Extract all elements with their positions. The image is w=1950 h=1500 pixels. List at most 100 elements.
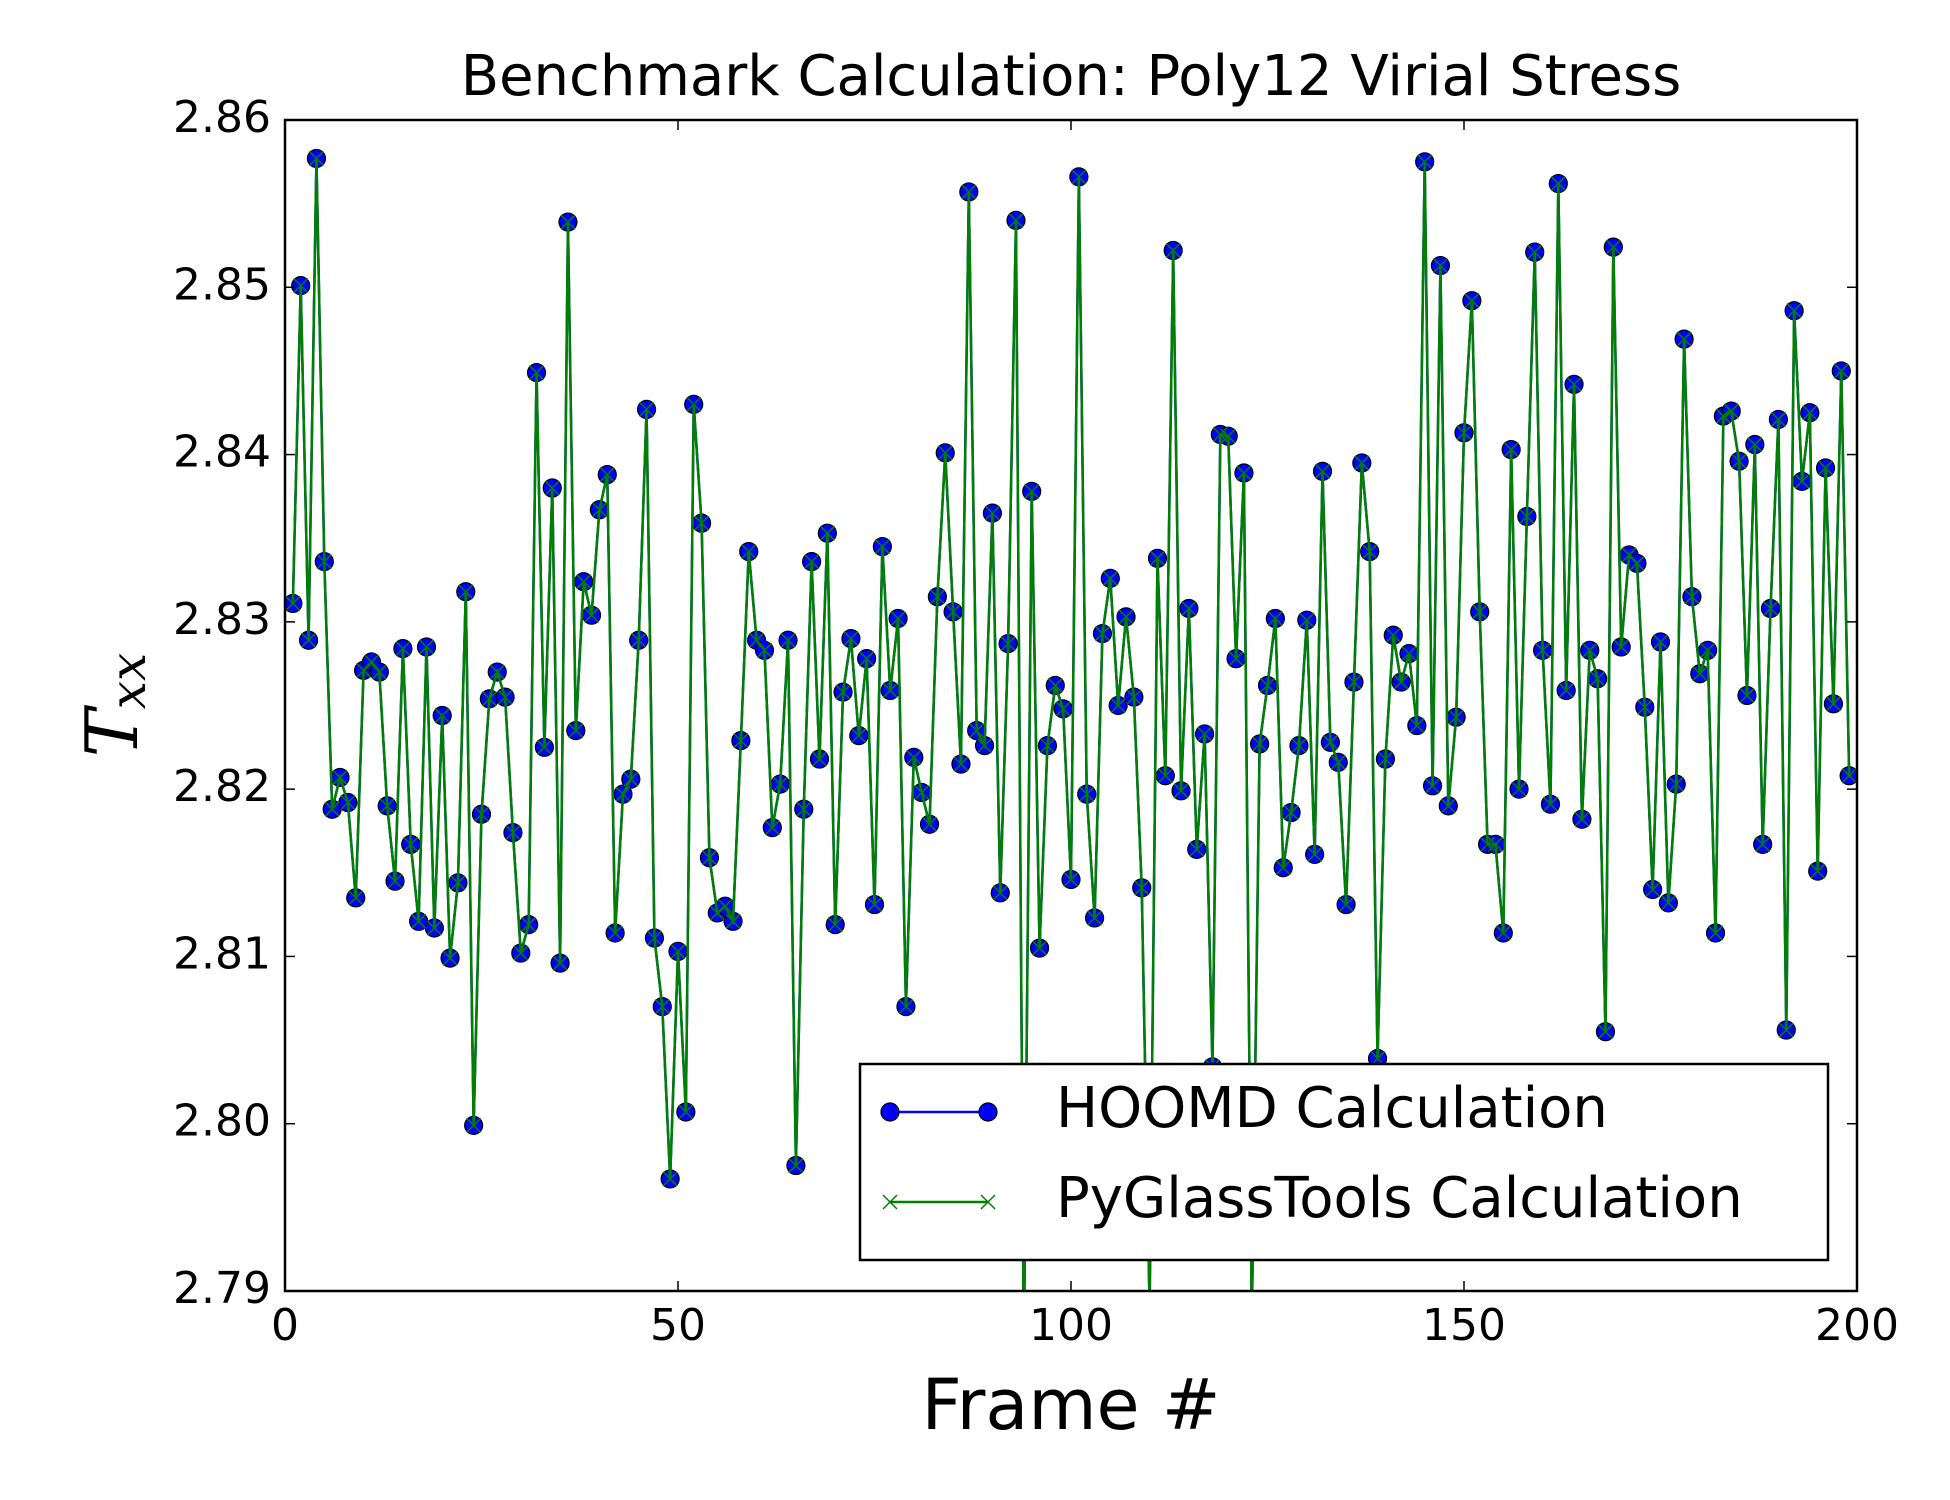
y-tick-label: 2.82 xyxy=(173,761,271,812)
point xyxy=(1094,626,1110,642)
point xyxy=(1425,778,1441,794)
point xyxy=(1228,651,1244,667)
point xyxy=(631,632,647,648)
y-label-main: T xyxy=(70,704,154,757)
point xyxy=(1134,880,1150,896)
point xyxy=(1503,442,1519,458)
point xyxy=(1629,555,1645,571)
y-tick-label: 2.85 xyxy=(173,259,271,310)
point xyxy=(1511,781,1527,797)
point xyxy=(1314,463,1331,479)
point xyxy=(1259,677,1276,693)
point xyxy=(521,917,537,933)
point xyxy=(308,150,324,167)
x-tick-label: 100 xyxy=(1029,1300,1113,1351)
legend-box xyxy=(858,1062,1830,1262)
point xyxy=(890,610,906,627)
point xyxy=(796,801,812,817)
point xyxy=(458,584,474,600)
point xyxy=(623,771,639,787)
point xyxy=(568,723,584,739)
point xyxy=(827,917,843,933)
legend: HOOMD Calculation PyGlassTools Calculatio… xyxy=(858,1062,1830,1262)
point xyxy=(725,913,741,929)
point xyxy=(505,825,521,841)
point xyxy=(804,554,820,570)
point xyxy=(678,1104,694,1120)
point xyxy=(1794,473,1810,489)
point xyxy=(1071,169,1087,185)
point xyxy=(1833,363,1849,379)
point xyxy=(929,589,945,605)
point xyxy=(489,664,505,680)
point xyxy=(1464,293,1480,309)
y-tick-label: 2.80 xyxy=(173,1096,271,1147)
point xyxy=(945,604,961,620)
point xyxy=(1047,677,1063,693)
point xyxy=(1841,768,1857,784)
point xyxy=(1684,589,1700,605)
point xyxy=(670,943,686,959)
point xyxy=(749,632,765,648)
plot-area xyxy=(285,148,1857,1291)
point xyxy=(772,776,788,792)
x-tick-label: 150 xyxy=(1422,1300,1506,1351)
point xyxy=(764,820,780,836)
point xyxy=(1802,405,1818,421)
point xyxy=(1401,646,1417,662)
point xyxy=(654,999,670,1015)
point xyxy=(363,654,379,670)
point xyxy=(387,873,403,889)
point xyxy=(1432,258,1448,274)
point xyxy=(646,930,662,946)
point xyxy=(348,890,364,906)
point xyxy=(340,794,356,811)
point xyxy=(1118,609,1134,625)
point xyxy=(497,689,513,705)
point xyxy=(450,875,466,891)
point xyxy=(1440,798,1456,814)
chart-title: Benchmark Calculation: Poly12 Virial Str… xyxy=(461,44,1682,109)
point xyxy=(1527,244,1543,260)
point xyxy=(1723,403,1739,419)
point xyxy=(1448,709,1464,725)
point xyxy=(961,184,977,200)
point xyxy=(1322,734,1338,750)
point xyxy=(1252,736,1268,752)
x-tick-label: 0 xyxy=(271,1300,299,1351)
point xyxy=(513,945,529,961)
point xyxy=(316,554,332,570)
point xyxy=(1409,718,1425,734)
point xyxy=(576,574,592,590)
point xyxy=(1063,871,1079,888)
plot-frame xyxy=(283,118,1859,1293)
point xyxy=(1126,689,1142,705)
point xyxy=(1197,726,1213,742)
point xyxy=(1660,895,1676,911)
point xyxy=(701,850,717,866)
point xyxy=(1778,1022,1794,1038)
point xyxy=(1613,639,1629,655)
legend-marker xyxy=(978,1102,998,1122)
point xyxy=(1032,940,1048,956)
point xyxy=(1597,1024,1614,1040)
point xyxy=(1582,642,1598,658)
point xyxy=(811,751,828,767)
point xyxy=(694,515,710,531)
point xyxy=(1535,642,1551,658)
point xyxy=(560,214,576,230)
axes: 0 50 100 150 200 2.79 2.80 2.81 2.82 2.83 2.84 2.85… xyxy=(173,92,1899,1351)
point xyxy=(1707,925,1724,941)
point xyxy=(591,502,607,518)
point xyxy=(1472,604,1488,620)
point xyxy=(1558,682,1574,698)
point xyxy=(1668,776,1684,792)
x-tick-label: 200 xyxy=(1815,1300,1899,1351)
point xyxy=(599,467,615,483)
point xyxy=(379,798,395,814)
point xyxy=(301,632,317,648)
point xyxy=(615,786,631,802)
point xyxy=(717,898,733,914)
point xyxy=(371,664,387,680)
